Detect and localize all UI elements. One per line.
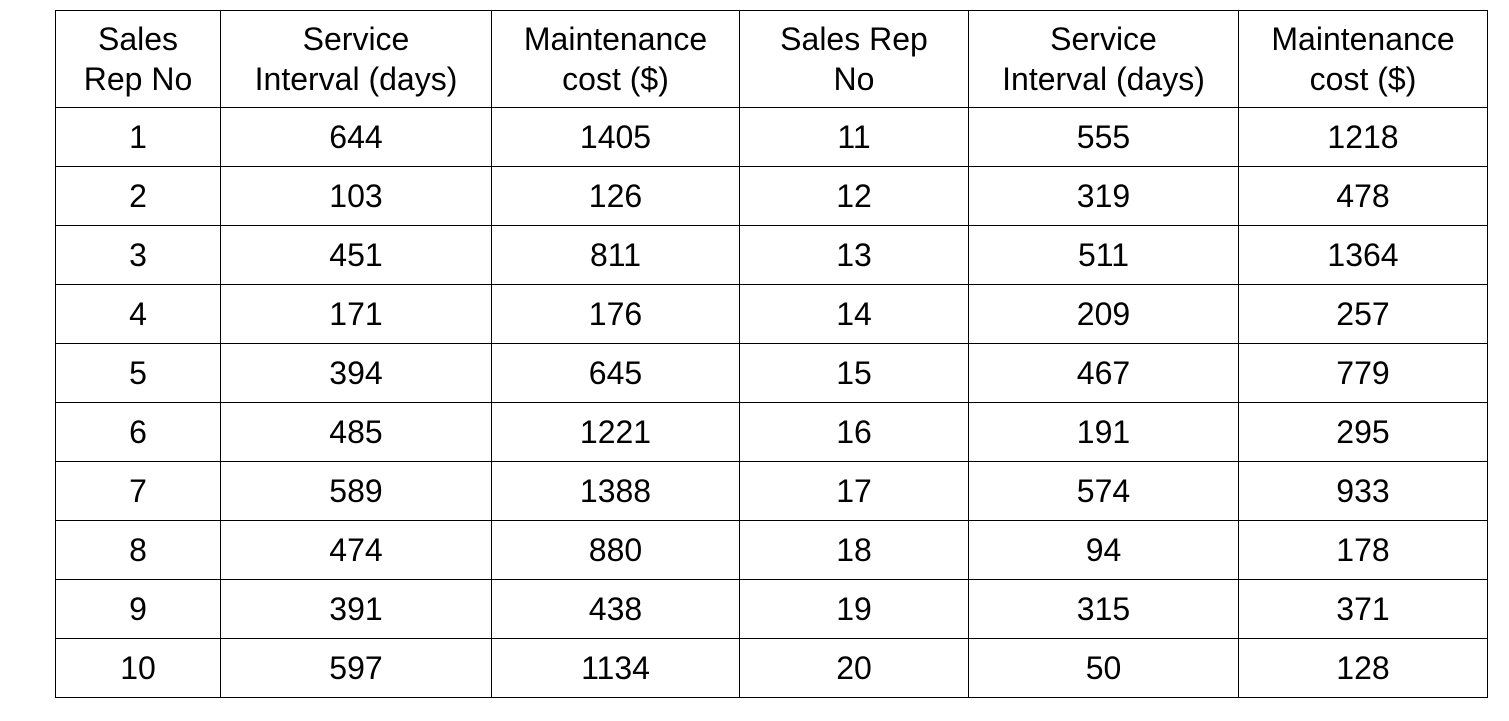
sales-rep-no-cell: 18 (739, 520, 969, 580)
maintenance-cost-cell: 1134 (491, 638, 740, 698)
service-interval-cell: 589 (220, 461, 492, 521)
service-interval-cell: 315 (968, 579, 1239, 639)
sales-rep-no-cell: 20 (739, 638, 969, 698)
service-interval-cell: 394 (220, 343, 492, 403)
sales-rep-no-cell: 5 (55, 343, 221, 403)
sales-rep-no-cell: 4 (55, 284, 221, 344)
maintenance-cost-cell: 126 (491, 166, 740, 226)
service-interval-cell: 511 (968, 225, 1239, 285)
service-interval-cell: 474 (220, 520, 492, 580)
sales-rep-no-cell: 11 (739, 107, 969, 167)
sales-rep-no-cell: 3 (55, 225, 221, 285)
service-interval-cell: 485 (220, 402, 492, 462)
sales-rep-no-cell: 2 (55, 166, 221, 226)
maintenance-cost-cell: 1388 (491, 461, 740, 521)
header-sales-rep-no-left: Sales Rep No (55, 10, 221, 108)
service-interval-cell: 597 (220, 638, 492, 698)
maintenance-cost-cell: 438 (491, 579, 740, 639)
table-row: 9 391 438 19 315 371 (55, 579, 1488, 639)
sales-rep-no-cell: 1 (55, 107, 221, 167)
service-interval-cell: 574 (968, 461, 1239, 521)
table-row: 10 597 1134 20 50 128 (55, 638, 1488, 698)
sales-rep-no-cell: 8 (55, 520, 221, 580)
sales-rep-no-cell: 17 (739, 461, 969, 521)
header-row: Sales Rep No Service Interval (days) Mai… (55, 10, 1488, 108)
sales-rep-no-cell: 7 (55, 461, 221, 521)
maintenance-cost-cell: 128 (1238, 638, 1488, 698)
table-row: 2 103 126 12 319 478 (55, 166, 1488, 226)
service-interval-cell: 191 (968, 402, 1239, 462)
service-interval-cell: 171 (220, 284, 492, 344)
sales-rep-no-cell: 15 (739, 343, 969, 403)
sales-rep-no-cell: 12 (739, 166, 969, 226)
maintenance-cost-cell: 371 (1238, 579, 1488, 639)
maintenance-cost-cell: 478 (1238, 166, 1488, 226)
maintenance-cost-cell: 1221 (491, 402, 740, 462)
maintenance-cost-cell: 1218 (1238, 107, 1488, 167)
maintenance-cost-cell: 645 (491, 343, 740, 403)
header-service-interval-right: Service Interval (days) (968, 10, 1239, 108)
service-interval-cell: 391 (220, 579, 492, 639)
maintenance-cost-cell: 257 (1238, 284, 1488, 344)
maintenance-cost-cell: 178 (1238, 520, 1488, 580)
service-interval-cell: 319 (968, 166, 1239, 226)
sales-rep-no-cell: 13 (739, 225, 969, 285)
sales-rep-no-cell: 16 (739, 402, 969, 462)
service-interval-cell: 451 (220, 225, 492, 285)
table-row: 8 474 880 18 94 178 (55, 520, 1488, 580)
sales-rep-no-cell: 6 (55, 402, 221, 462)
sales-rep-no-cell: 10 (55, 638, 221, 698)
service-interval-cell: 555 (968, 107, 1239, 167)
header-maintenance-cost-right: Maintenance cost ($) (1238, 10, 1488, 108)
table-row: 5 394 645 15 467 779 (55, 343, 1488, 403)
header-sales-rep-no-right: Sales Rep No (739, 10, 969, 108)
service-interval-cell: 103 (220, 166, 492, 226)
table-body: 1 644 1405 11 555 1218 2 103 126 12 319 478 3 451 811 1… (55, 107, 1488, 698)
maintenance-cost-cell: 880 (491, 520, 740, 580)
maintenance-cost-cell: 811 (491, 225, 740, 285)
service-interval-cell: 467 (968, 343, 1239, 403)
table-row: 6 485 1221 16 191 295 (55, 402, 1488, 462)
sales-rep-no-cell: 9 (55, 579, 221, 639)
sales-rep-service-table: Sales Rep No Service Interval (days) Mai… (55, 10, 1488, 698)
service-interval-cell: 50 (968, 638, 1239, 698)
service-interval-cell: 94 (968, 520, 1239, 580)
table-row: 7 589 1388 17 574 933 (55, 461, 1488, 521)
maintenance-cost-cell: 176 (491, 284, 740, 344)
sales-rep-no-cell: 19 (739, 579, 969, 639)
maintenance-cost-cell: 1364 (1238, 225, 1488, 285)
maintenance-cost-cell: 779 (1238, 343, 1488, 403)
service-interval-cell: 644 (220, 107, 492, 167)
header-service-interval-left: Service Interval (days) (220, 10, 492, 108)
table-row: 3 451 811 13 511 1364 (55, 225, 1488, 285)
sales-rep-no-cell: 14 (739, 284, 969, 344)
maintenance-cost-cell: 1405 (491, 107, 740, 167)
table-row: 1 644 1405 11 555 1218 (55, 107, 1488, 167)
service-interval-cell: 209 (968, 284, 1239, 344)
maintenance-cost-cell: 295 (1238, 402, 1488, 462)
table-header: Sales Rep No Service Interval (days) Mai… (55, 10, 1488, 108)
table-row: 4 171 176 14 209 257 (55, 284, 1488, 344)
maintenance-cost-cell: 933 (1238, 461, 1488, 521)
header-maintenance-cost-left: Maintenance cost ($) (491, 10, 740, 108)
